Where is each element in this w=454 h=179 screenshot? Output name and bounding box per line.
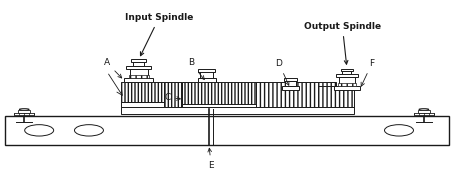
Bar [334, 86, 360, 90]
Bar [121, 82, 193, 102]
Bar [257, 82, 336, 107]
Text: A: A [104, 58, 122, 78]
Bar [132, 59, 146, 62]
Bar [163, 82, 182, 107]
Bar [121, 107, 354, 114]
Circle shape [74, 125, 104, 136]
Text: Input Spindle: Input Spindle [125, 13, 193, 56]
Text: Output Spindle: Output Spindle [304, 22, 381, 64]
Text: C: C [164, 93, 180, 102]
Bar [5, 116, 449, 145]
Bar [129, 75, 149, 78]
Bar [200, 71, 213, 78]
Bar [336, 74, 358, 77]
Text: D: D [276, 59, 289, 85]
Bar [317, 86, 354, 107]
Bar [130, 69, 148, 78]
Bar [197, 78, 216, 82]
Bar [282, 86, 299, 90]
Bar [182, 82, 266, 104]
Bar [340, 69, 353, 71]
Ellipse shape [419, 109, 429, 110]
Ellipse shape [19, 109, 29, 110]
Text: E: E [208, 148, 214, 170]
Bar [342, 71, 351, 74]
Bar [124, 78, 153, 82]
Bar [418, 110, 430, 113]
Text: F: F [361, 59, 375, 86]
Circle shape [385, 125, 414, 136]
Bar [198, 69, 215, 72]
Bar [285, 81, 296, 86]
Text: B: B [188, 58, 204, 79]
Bar [121, 102, 354, 107]
Bar [133, 62, 144, 66]
Bar [18, 110, 30, 113]
Bar [284, 78, 297, 81]
Bar [414, 113, 434, 115]
Bar [338, 83, 356, 86]
Bar [339, 77, 355, 86]
Circle shape [25, 125, 54, 136]
Bar [14, 113, 34, 115]
Bar [126, 66, 152, 69]
